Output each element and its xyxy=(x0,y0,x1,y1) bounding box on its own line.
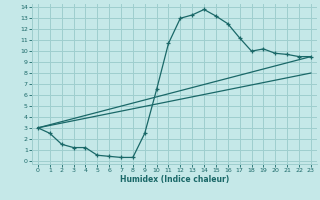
X-axis label: Humidex (Indice chaleur): Humidex (Indice chaleur) xyxy=(120,175,229,184)
